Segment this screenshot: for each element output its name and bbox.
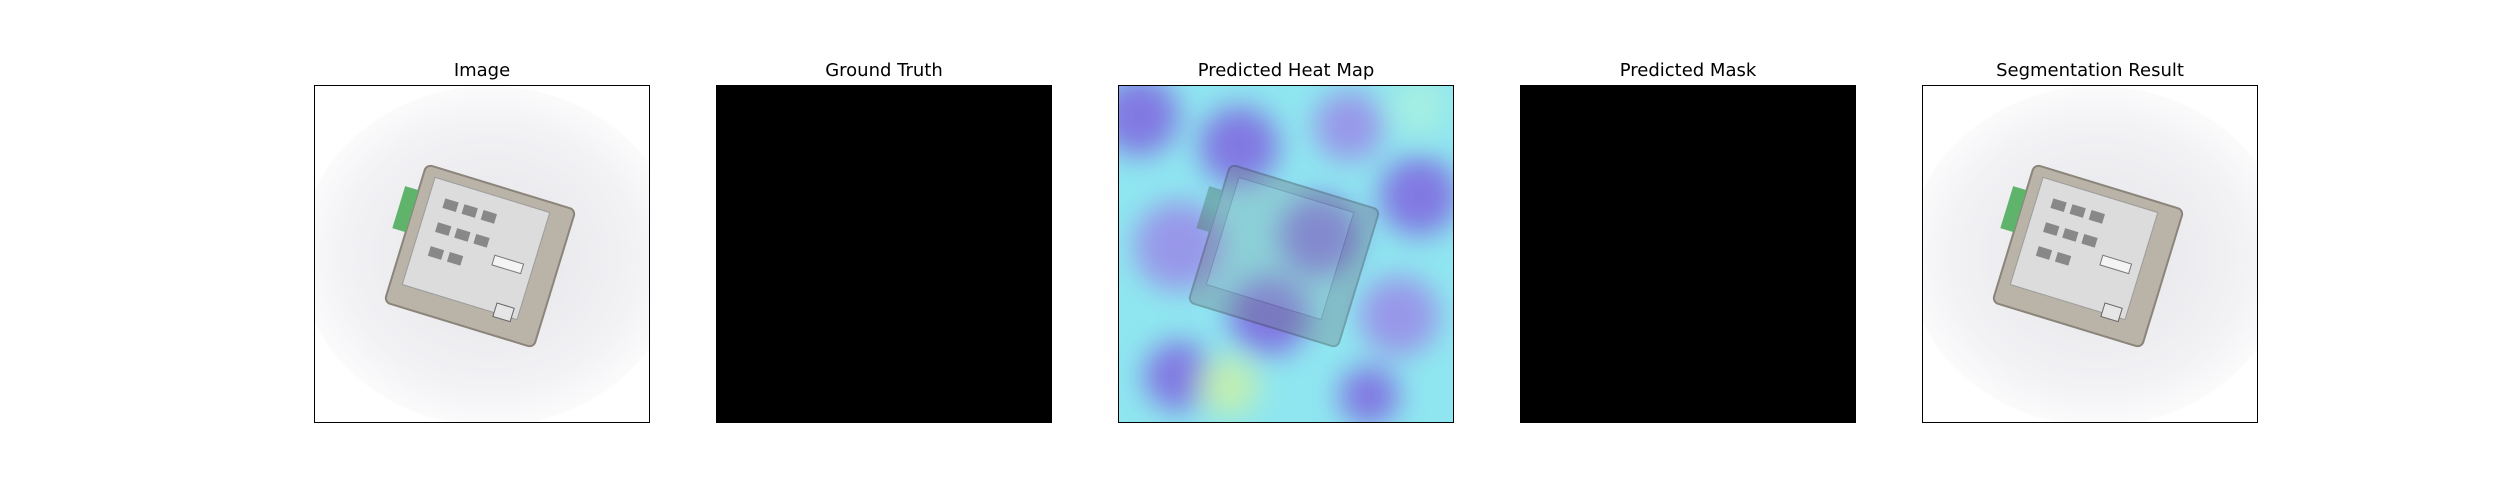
panel-title-image: Image — [453, 60, 511, 81]
panel-title-ground-truth: Ground Truth — [825, 60, 943, 81]
panel-title-segmentation-result: Segmentation Result — [1996, 60, 2184, 81]
panel-title-predicted-mask: Predicted Mask — [1619, 60, 1757, 81]
heat-map — [1119, 86, 1453, 422]
image-panel — [314, 85, 650, 423]
heat-map-panel — [1118, 85, 1454, 423]
ground-truth-mask — [716, 85, 1052, 423]
panel-title-heat-map: Predicted Heat Map — [1197, 60, 1375, 81]
segmentation-result-panel — [1922, 85, 2258, 423]
predicted-mask — [1520, 85, 1856, 423]
device-photo — [315, 86, 649, 422]
segmentation-photo — [1923, 86, 2257, 422]
